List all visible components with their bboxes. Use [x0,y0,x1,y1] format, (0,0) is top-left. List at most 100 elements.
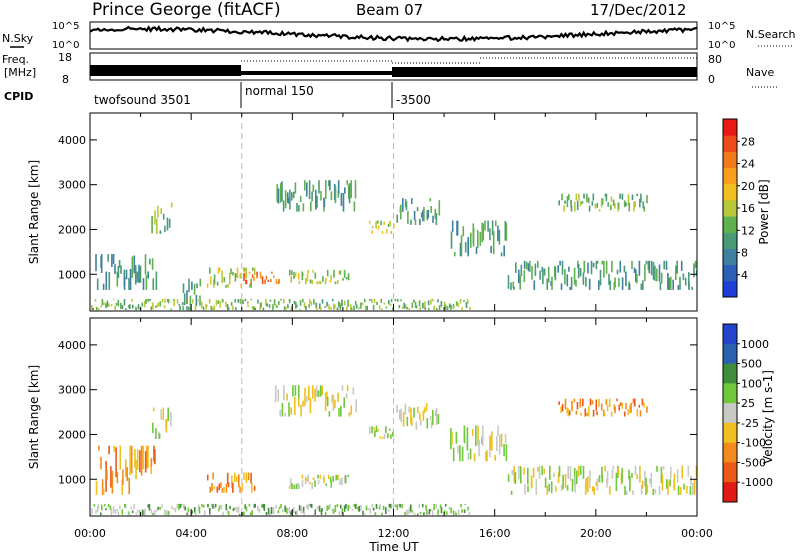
echo-tile [432,215,434,223]
echo-tile [229,505,231,509]
echo-tile [367,507,369,510]
echo-tile [398,305,401,309]
echo-tile [553,472,555,478]
echo-tile [689,486,692,495]
echo-tile [639,465,641,483]
echo-tile [610,196,613,202]
echo-tile [321,385,323,395]
echo-tile [578,193,580,201]
echo-tile [579,398,582,408]
echo-tile [115,302,118,306]
echo-tile [419,512,422,515]
echo-tile [692,482,694,495]
echo-tile [451,432,453,445]
echo-tile [457,509,460,516]
echo-tile [543,468,545,474]
echo-tile [279,409,281,417]
colorbar-swatch [723,119,737,136]
echo-tile [165,419,168,433]
echo-tile [440,301,443,307]
echo-tile [360,302,362,309]
echo-tile [658,486,661,495]
echo-tile [575,410,578,415]
echo-tile [147,504,149,508]
echo-tile [339,478,341,485]
echo-tile [452,510,455,516]
echo-tile [277,389,280,402]
echo-tile [137,509,139,513]
echo-tile [349,505,351,509]
echo-tile [329,503,331,509]
echo-tile [641,480,644,489]
echo-tile [296,202,298,212]
echo-tile [284,190,287,209]
echo-tile [601,198,604,205]
echo-tile [405,510,408,516]
echo-tile [155,304,158,308]
echo-tile [313,299,315,305]
echo-tile [243,273,245,281]
echo-tile [213,506,216,509]
echo-tile [518,465,520,480]
echo-tile [265,512,268,516]
echo-tile [427,209,430,219]
echo-tile [652,261,655,280]
echo-tile [330,481,333,488]
echo-tile [392,431,394,437]
echo-tile [111,470,114,494]
echo-tile [155,271,158,290]
echo-tile [161,298,164,303]
echo-tile [172,507,175,510]
echo-tile [244,504,247,510]
velocity-y-axis: 1000 2000 3000 4000 [58,318,698,516]
echo-tile [358,307,360,310]
echo-tile [245,476,248,483]
echo-tile [153,445,155,462]
echo-tile [410,407,412,424]
echo-tile [394,504,397,507]
echo-tile [142,278,145,290]
echo-tile [433,503,435,511]
echo-tile [650,472,653,488]
echo-tile [621,277,624,290]
echo-tile [525,261,528,270]
echo-tile [619,193,621,199]
echo-tile [225,483,228,493]
echo-tile [315,385,318,397]
echo-tile [542,268,544,285]
echo-tile [413,407,415,418]
echo-tile [312,477,315,481]
echo-tile [676,469,679,483]
echo-tile [121,509,124,515]
echo-tile [426,210,429,221]
echo-tile [369,508,372,514]
echo-tile [290,407,292,415]
echo-tile [600,403,603,411]
echo-tile [308,385,310,401]
velocity-colorbar: 1000 500 100 25 -25 -100 -500 -1000 [722,323,773,503]
echo-tile [669,479,671,487]
echo-tile [176,298,179,304]
echo-tile [154,449,156,465]
echo-tile [659,281,662,290]
echo-tile [554,267,557,281]
colorbar-swatch [723,442,737,463]
echo-tile [418,503,420,508]
echo-tile [141,302,144,307]
echo-tile [672,279,674,290]
echo-tile [467,506,469,511]
echo-tile [290,478,292,487]
colorbar-tick-label: -25 [741,417,759,430]
echo-tile [245,267,248,279]
echo-tile [387,508,390,513]
echo-tile [681,465,683,479]
echo-tile [618,278,620,287]
echo-tile [170,412,172,427]
nsky-tick-high: 10^5 [52,21,79,32]
echo-tile [184,298,187,304]
echo-tile [408,307,411,311]
echo-tile [324,511,327,516]
echo-tile [309,481,311,485]
echo-tile [337,180,340,194]
